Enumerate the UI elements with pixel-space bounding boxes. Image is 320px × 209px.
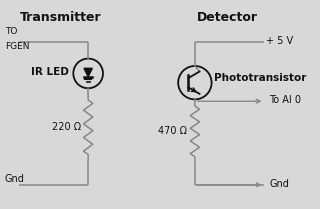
Text: TO: TO — [4, 27, 17, 36]
Text: Transmitter: Transmitter — [20, 11, 101, 24]
Text: FGEN: FGEN — [4, 42, 29, 51]
Text: Gnd: Gnd — [269, 179, 289, 189]
Text: Detector: Detector — [197, 11, 258, 24]
Text: 220 Ω: 220 Ω — [52, 122, 81, 132]
Text: Gnd: Gnd — [4, 174, 25, 184]
Text: + 5 V: + 5 V — [266, 36, 293, 46]
Text: 470 Ω: 470 Ω — [158, 126, 188, 136]
Polygon shape — [84, 68, 92, 77]
Text: To AI 0: To AI 0 — [269, 95, 301, 105]
Text: Phototransistor: Phototransistor — [214, 73, 307, 83]
Text: IR LED: IR LED — [31, 66, 69, 76]
